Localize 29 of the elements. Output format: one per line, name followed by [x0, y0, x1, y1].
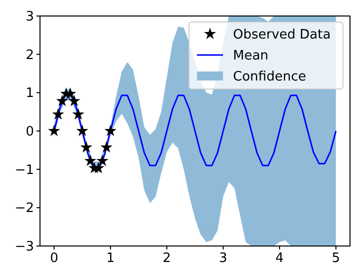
point: [104, 124, 116, 136]
point: [84, 154, 96, 166]
point: [80, 141, 92, 153]
point: [92, 162, 104, 174]
annotation: Confidence: [233, 70, 306, 85]
y-tick-label: −2: [14, 201, 34, 216]
y-tick-label: 3: [26, 10, 34, 25]
y-tick-label: 0: [26, 124, 34, 140]
x-tick-label: 4: [275, 251, 284, 266]
point: [72, 108, 84, 120]
x-tick-label: 2: [162, 251, 171, 266]
point: [56, 94, 68, 106]
point: [64, 87, 76, 99]
y-tick-label: −3: [14, 240, 34, 255]
y-tick-label: 2: [26, 48, 34, 63]
x-tick-label: 1: [106, 251, 115, 266]
x-tick-label: 3: [219, 251, 228, 266]
point: [52, 108, 64, 120]
point: [76, 124, 88, 136]
point: [68, 94, 80, 106]
point: [100, 141, 112, 153]
point: [96, 154, 108, 166]
legend-label: Mean: [233, 48, 268, 64]
x-tick-label: 5: [332, 251, 340, 266]
y-tick-label: 1: [26, 86, 34, 102]
legend-label: Observed Data: [233, 28, 331, 43]
y-tick-label: −1: [14, 162, 34, 178]
x-tick-label: 0: [50, 251, 58, 266]
point: [48, 124, 60, 136]
